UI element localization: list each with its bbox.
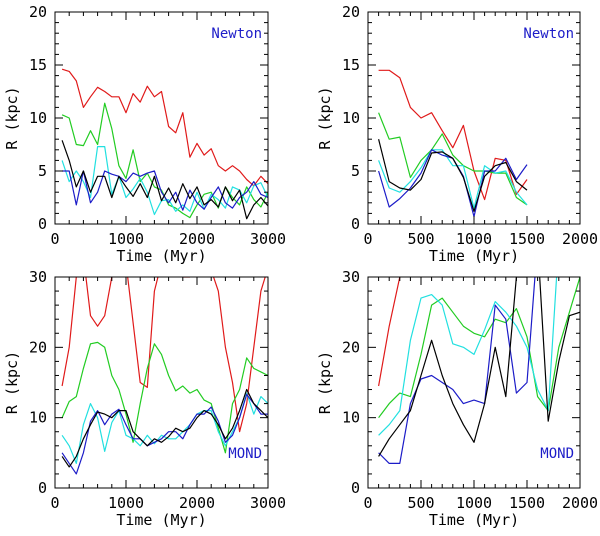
x-tick-label: 3000 <box>250 494 286 512</box>
x-tick-label: 1000 <box>456 230 492 248</box>
series-group <box>61 68 268 220</box>
x-tick-label: 1000 <box>456 494 492 512</box>
y-axis-label: R (kpc) <box>3 351 21 414</box>
series-line-black <box>378 139 528 212</box>
y-tick-label: 0 <box>38 215 47 233</box>
panel-annotation: MOND <box>228 446 262 462</box>
series-line-red <box>378 277 401 387</box>
y-tick-label: 30 <box>342 268 360 286</box>
series-line-red <box>61 277 266 433</box>
plot-frame <box>54 276 269 489</box>
series-line-cyan <box>378 277 558 436</box>
x-tick-label: 0 <box>50 230 59 248</box>
y-axis-label: R (kpc) <box>316 351 334 414</box>
x-tick-label: 3000 <box>250 230 286 248</box>
panel-annotation: Newton <box>211 26 262 42</box>
series-line-blue <box>378 149 528 218</box>
x-axis-label: Time (Myr) <box>116 247 206 265</box>
y-tick-label: 20 <box>342 338 360 356</box>
series-group <box>378 69 528 218</box>
panel-newton-3000-myr: 0 1000 2000 3000 0 5 10 15 20 Time (Myr) R (kpc) Ne… <box>3 3 286 265</box>
y-tick-label: 0 <box>351 215 360 233</box>
y-axis-label: R (kpc) <box>3 86 21 149</box>
y-axis-label: R (kpc) <box>316 86 334 149</box>
y-tick-label: 30 <box>29 268 47 286</box>
y-tick-label: 10 <box>342 409 360 427</box>
x-tick-label: 2000 <box>562 494 598 512</box>
y-tick-label: 15 <box>29 56 47 74</box>
y-tick-label: 20 <box>29 3 47 21</box>
y-tick-label: 20 <box>29 338 47 356</box>
x-tick-label: 1500 <box>509 494 545 512</box>
x-tick-label: 2000 <box>179 494 215 512</box>
series-line-red <box>61 68 268 187</box>
y-tick-label: 20 <box>342 3 360 21</box>
y-tick-label: 0 <box>38 479 47 497</box>
y-tick-label: 5 <box>38 162 47 180</box>
series-line-black <box>61 388 268 468</box>
x-tick-label: 2000 <box>562 230 598 248</box>
y-tick-label: 0 <box>351 479 360 497</box>
x-tick-label: 1000 <box>108 230 144 248</box>
series-line-blue <box>61 393 268 475</box>
series-line-green <box>378 112 528 206</box>
panel-mond-3000-myr: 0 1000 2000 3000 0 10 20 30 Time (Myr) R (kpc) MON… <box>3 268 286 529</box>
y-tick-label: 10 <box>29 109 47 127</box>
series-line-blue <box>378 277 536 464</box>
x-axis-label: Time (Myr) <box>429 511 519 529</box>
panel-mond-2000-myr: 0 500 1000 1500 2000 0 10 20 30 Time (Myr) R (kpc)… <box>316 268 598 529</box>
panel-annotation: MOND <box>540 446 574 462</box>
series-line-cyan <box>61 392 268 464</box>
series-group <box>378 277 580 464</box>
y-tick-label: 15 <box>342 56 360 74</box>
series-line-black <box>378 277 580 457</box>
x-axis-label: Time (Myr) <box>116 511 206 529</box>
y-tick-label: 5 <box>351 162 360 180</box>
series-line-red <box>378 69 528 201</box>
x-tick-label: 500 <box>407 230 434 248</box>
x-tick-label: 0 <box>363 494 372 512</box>
panel-newton-2000-myr: 0 500 1000 1500 2000 0 5 10 15 20 Time (Myr) R (kpc… <box>316 3 598 265</box>
series-group <box>61 277 268 475</box>
panel-annotation: Newton <box>523 26 574 42</box>
x-tick-label: 1000 <box>108 494 144 512</box>
series-line-blue <box>62 170 268 211</box>
series-line-green <box>61 341 268 454</box>
x-tick-label: 2000 <box>179 230 215 248</box>
x-axis-label: Time (Myr) <box>429 247 519 265</box>
series-line-cyan <box>61 146 268 216</box>
y-tick-label: 10 <box>342 109 360 127</box>
x-tick-label: 0 <box>363 230 372 248</box>
x-tick-label: 500 <box>407 494 434 512</box>
x-tick-label: 0 <box>50 494 59 512</box>
y-tick-label: 10 <box>29 409 47 427</box>
x-tick-label: 1500 <box>509 230 545 248</box>
series-line-black <box>61 140 268 220</box>
